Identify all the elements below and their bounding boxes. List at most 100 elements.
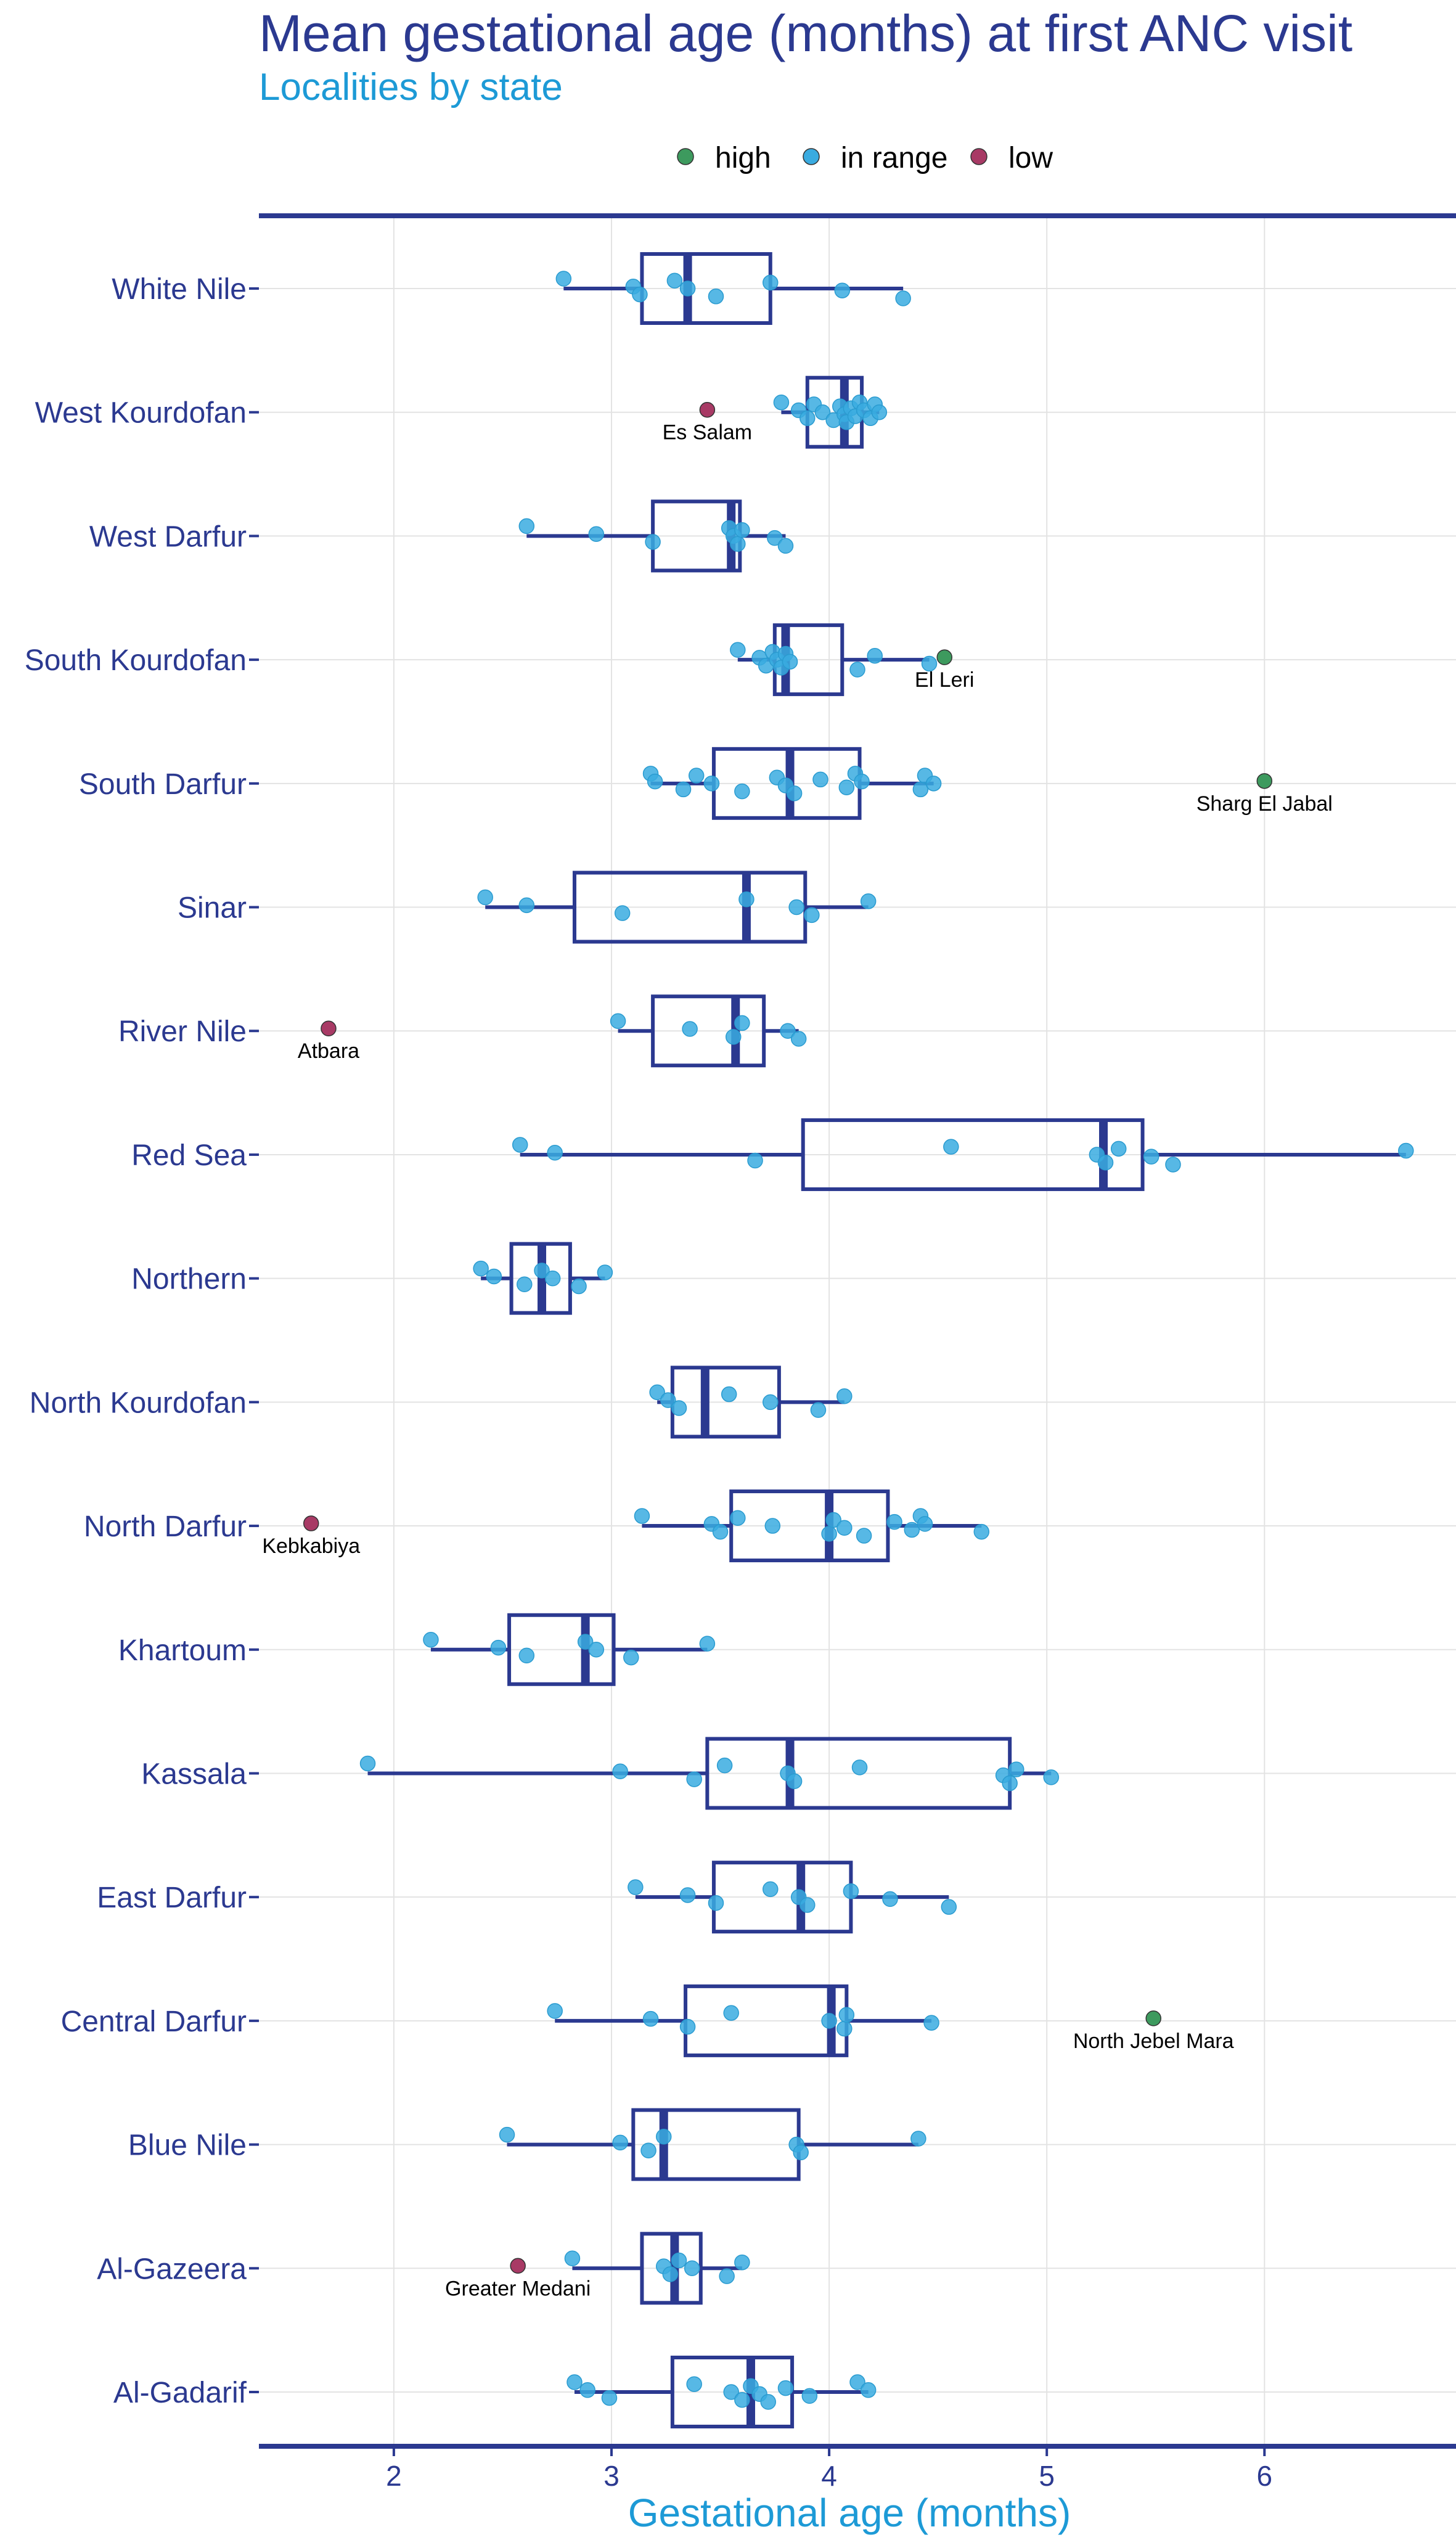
y-tick-label-white-nile: White Nile (112, 273, 247, 306)
point-al-gazeera-3 (671, 2252, 687, 2269)
point-north-darfur-8 (856, 1528, 872, 1544)
y-tick-label-northern: Northern (131, 1263, 247, 1296)
point-al-gazeera-5 (719, 2268, 735, 2284)
point-north-darfur-6 (825, 1512, 841, 1528)
outlier-point-atbara (321, 1020, 337, 1036)
point-west-kourdofan-2 (800, 410, 816, 427)
legend-key-in-range (803, 148, 820, 165)
legend-key-low (970, 148, 988, 165)
point-red-sea-1 (547, 1144, 563, 1161)
point-south-darfur-12 (854, 773, 870, 790)
point-east-darfur-5 (800, 1897, 816, 1913)
x-tick-label-4: 4 (821, 2460, 837, 2492)
point-kassala-2 (686, 1771, 702, 1787)
y-tick-label-east-darfur: East Darfur (97, 1882, 247, 1914)
point-kassala-8 (1002, 1775, 1018, 1792)
point-kassala-0 (359, 1755, 376, 1772)
point-south-darfur-9 (812, 771, 828, 788)
point-khartoum-2 (518, 1647, 535, 1664)
point-west-darfur-8 (777, 538, 794, 554)
y-tick-label-khartoum: Khartoum (118, 1634, 247, 1667)
y-tick-label-west-kourdofan: West Kourdofan (35, 397, 247, 430)
legend-label-in-range: in range (841, 142, 947, 174)
point-west-darfur-7 (767, 530, 783, 546)
point-central-darfur-0 (547, 2003, 563, 2019)
point-south-kourdofan-0 (730, 642, 746, 658)
point-khartoum-0 (423, 1632, 439, 1648)
y-tick-label-north-kourdofan: North Kourdofan (30, 1387, 247, 1419)
y-tick-label-sinar: Sinar (178, 892, 247, 925)
point-al-gadarif-5 (734, 2392, 750, 2408)
point-kassala-9 (1008, 1761, 1025, 1777)
point-al-gadarif-8 (760, 2394, 776, 2410)
point-white-nile-3 (666, 272, 683, 289)
outlier-point-el-leri (936, 649, 952, 665)
point-northern-0 (473, 1260, 489, 1277)
point-south-kourdofan-8 (849, 662, 865, 678)
point-north-darfur-9 (886, 1514, 902, 1530)
point-north-darfur-7 (836, 1520, 853, 1536)
point-south-darfur-5 (734, 783, 750, 800)
point-east-darfur-7 (882, 1891, 898, 1907)
y-tick-label-south-darfur: South Darfur (79, 768, 247, 801)
point-white-nile-8 (895, 290, 911, 306)
point-central-darfur-5 (836, 2020, 853, 2037)
x-axis: 2 3 4 5 6 (386, 2446, 1272, 2492)
chart-title: Mean gestational age (months) at first A… (259, 4, 1353, 62)
point-east-darfur-2 (708, 1895, 724, 1911)
point-red-sea-0 (512, 1137, 528, 1153)
point-red-sea-5 (1097, 1154, 1114, 1171)
y-tick-label-kassala: Kassala (141, 1758, 247, 1790)
legend-key-high (677, 148, 694, 165)
point-east-darfur-3 (763, 1881, 779, 1898)
point-red-sea-8 (1165, 1157, 1181, 1173)
point-west-darfur-6 (734, 522, 750, 538)
y-tick-label-al-gadarif: Al-Gadarif (113, 2377, 247, 2409)
point-north-darfur-13 (973, 1523, 990, 1540)
point-white-nile-5 (708, 289, 724, 305)
point-white-nile-2 (632, 286, 648, 303)
point-south-darfur-2 (675, 781, 692, 798)
point-river-nile-0 (610, 1013, 626, 1029)
boxes-layer (367, 252, 1406, 2428)
point-al-gadarif-3 (686, 2376, 702, 2392)
point-west-kourdofan-0 (773, 394, 790, 411)
grid (259, 218, 1456, 2444)
point-sinar-1 (518, 897, 535, 914)
outliers-layer: Es Salam El Leri Sharg El Jabal Atbara Kebka… (262, 401, 1333, 2300)
point-north-darfur-2 (712, 1523, 729, 1540)
point-al-gadarif-2 (601, 2390, 618, 2406)
chart-subtitle: Localities by state (259, 66, 563, 109)
point-red-sea-2 (747, 1152, 763, 1169)
point-east-darfur-0 (628, 1879, 644, 1895)
point-north-darfur-4 (764, 1518, 781, 1534)
box-sinar (572, 870, 808, 944)
box-khartoum (507, 1613, 616, 1686)
point-north-kourdofan-2 (671, 1400, 687, 1416)
point-river-nile-1 (682, 1021, 698, 1037)
point-north-kourdofan-6 (836, 1388, 853, 1404)
legend-label-low: low (1008, 142, 1053, 174)
point-al-gazeera-0 (564, 2250, 581, 2267)
point-north-kourdofan-0 (649, 1384, 665, 1401)
point-kassala-6 (851, 1759, 868, 1776)
point-north-darfur-12 (917, 1516, 933, 1532)
point-west-darfur-5 (730, 536, 746, 552)
point-north-darfur-10 (904, 1522, 920, 1538)
y-tick-label-red-sea: Red Sea (131, 1139, 247, 1172)
point-river-nile-2 (725, 1029, 742, 1045)
outlier-label-greater-medani: Greater Medani (445, 2277, 591, 2300)
point-west-kourdofan-15 (871, 404, 888, 420)
point-east-darfur-8 (941, 1899, 957, 1915)
point-blue-nile-5 (793, 2144, 809, 2161)
point-north-darfur-0 (634, 1508, 650, 1524)
point-north-darfur-5 (821, 1526, 837, 1542)
x-tick-label-3: 3 (603, 2460, 620, 2492)
point-northern-3 (534, 1263, 550, 1279)
point-northern-5 (571, 1278, 587, 1295)
point-sinar-2 (614, 905, 631, 921)
point-blue-nile-0 (499, 2126, 515, 2143)
y-tick-label-central-darfur: Central Darfur (61, 2005, 247, 2038)
y-tick-label-west-darfur: West Darfur (89, 520, 247, 553)
outlier-point-kebkabiya (303, 1515, 319, 1531)
